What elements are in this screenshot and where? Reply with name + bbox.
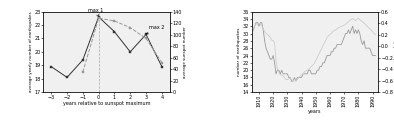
Y-axis label: number of earthquakes: number of earthquakes bbox=[238, 28, 242, 76]
X-axis label: years relative to sunspot maximum: years relative to sunspot maximum bbox=[63, 101, 150, 106]
Y-axis label: average yearly number of earthquakes: average yearly number of earthquakes bbox=[29, 12, 33, 92]
Text: max 2: max 2 bbox=[147, 25, 165, 34]
Text: max 1: max 1 bbox=[88, 8, 103, 16]
Y-axis label: average sunspot number: average sunspot number bbox=[183, 26, 187, 78]
X-axis label: years: years bbox=[308, 109, 322, 114]
